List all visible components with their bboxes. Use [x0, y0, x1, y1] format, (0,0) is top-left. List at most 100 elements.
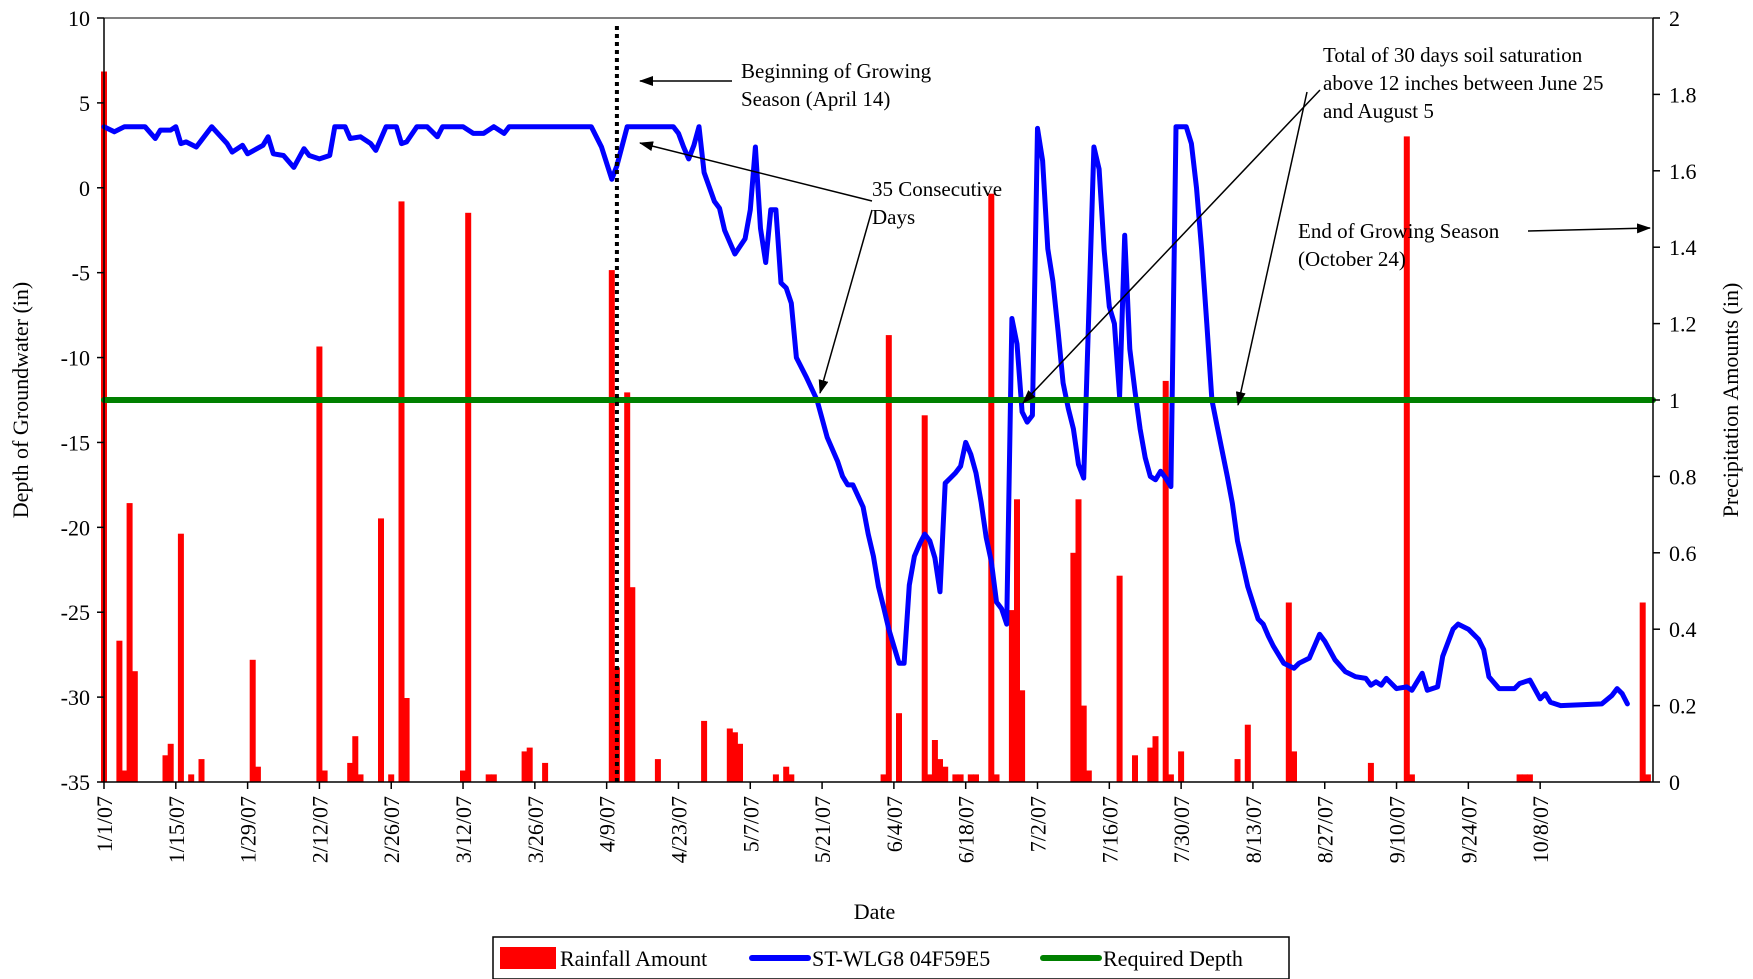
- rainfall-bar: [726, 728, 733, 782]
- y-right-tick-label: 2: [1669, 6, 1680, 31]
- x-tick-label: 4/9/07: [595, 796, 620, 852]
- legend-box: [492, 936, 1290, 979]
- saturation-annotation-line: Total of 30 days soil saturation: [1323, 43, 1583, 67]
- x-tick-label: 5/21/07: [810, 796, 835, 863]
- rainfall-bar: [701, 720, 708, 782]
- rainfall-bar: [1516, 774, 1523, 782]
- growing-season-end-annotation-line: End of Growing Season: [1298, 219, 1500, 243]
- rainfall-bar: [403, 698, 410, 782]
- rainfall-bar: [885, 335, 892, 782]
- series-lines: [101, 26, 1656, 782]
- consecutive-days-annotation-line: Days: [872, 205, 915, 229]
- rainfall-bar: [1075, 499, 1082, 782]
- rainfall-bar: [1285, 602, 1292, 782]
- axes: 10 5 0 -5 -10 -15 -20 -25 -30 -35 2 1.8 1.6 1.4 1.2 1 0.…: [8, 6, 1743, 924]
- x-tick-label: 1/29/07: [236, 796, 261, 863]
- y-right-tick-label: 0.2: [1669, 694, 1697, 719]
- y-left-tick-label: 10: [68, 6, 90, 31]
- rainfall-bar: [485, 774, 492, 782]
- x-tick-label: 7/16/07: [1097, 796, 1122, 863]
- y-left-tick-label: -10: [61, 346, 90, 371]
- legend-swatch-rainfall: [500, 947, 556, 969]
- y-left-tick-label: 0: [79, 176, 90, 201]
- rainfall-bar: [1008, 610, 1015, 782]
- rainfall-bar: [1403, 136, 1410, 782]
- x-axis-title: Date: [854, 899, 896, 924]
- y-left-tick-label: -35: [61, 770, 90, 795]
- x-tick-label: 7/2/07: [1026, 796, 1051, 852]
- rainfall-bar: [352, 736, 359, 782]
- y-left-tick-label: -20: [61, 515, 90, 540]
- y-right-tick-label: 0.4: [1669, 617, 1697, 642]
- rainfall-bar: [783, 766, 790, 782]
- x-tick-label: 8/27/07: [1313, 796, 1338, 863]
- rainfall-bar: [521, 751, 528, 782]
- rainfall-bar: [896, 713, 902, 782]
- rainfall-bar: [788, 774, 795, 782]
- rainfall-bar: [921, 415, 928, 782]
- rainfall-bar: [542, 762, 549, 782]
- rainfall-bar: [1080, 705, 1087, 782]
- saturation-annotation: Total of 30 days soil saturation above 12…: [1323, 43, 1604, 123]
- rainfall-bar: [460, 770, 466, 782]
- rainfall-bar: [1147, 747, 1154, 782]
- rainfall-bar: [973, 774, 979, 782]
- x-tick-label: 4/23/07: [666, 796, 691, 863]
- rainfall-bar: [608, 270, 615, 782]
- x-tick-label: 8/13/07: [1241, 796, 1266, 863]
- rainfall-bar: [1408, 774, 1415, 782]
- groundwater-line: [101, 124, 1630, 709]
- rainfall-bar: [357, 774, 364, 782]
- rainfall-bar: [942, 766, 949, 782]
- legend-label: Rainfall Amount: [560, 946, 707, 971]
- rainfall-bar: [526, 747, 533, 782]
- rainfall-bar: [1116, 575, 1123, 782]
- x-tick-label: 6/18/07: [954, 796, 979, 863]
- rainfall-bar: [1644, 774, 1651, 782]
- rainfall-bar: [654, 759, 661, 782]
- x-tick-label: 9/10/07: [1385, 796, 1410, 863]
- rainfall-bar: [465, 212, 472, 783]
- rainfall-bar: [629, 587, 636, 782]
- rainfall-bar: [1167, 774, 1174, 782]
- x-tick-label: 9/24/07: [1456, 796, 1481, 863]
- rainfall-bar: [1014, 499, 1020, 782]
- rainfall-bar: [880, 774, 887, 782]
- rainfall-bar: [926, 774, 933, 782]
- rainfall-bar: [378, 518, 384, 782]
- x-tick-label: 3/12/07: [451, 796, 476, 863]
- rainfall-bar: [1291, 751, 1297, 782]
- x-tick-label: 10/8/07: [1528, 796, 1553, 863]
- consecutive-days-arrow-top: [639, 141, 873, 202]
- rainfall-bar: [967, 774, 974, 782]
- y-right-tick-label: 1.2: [1669, 312, 1697, 337]
- growing-season-begin-annotation: Beginning of Growing Season (April 14): [741, 59, 932, 111]
- saturation-arrow-right: [1235, 91, 1308, 406]
- y-right-tick-label: 1: [1669, 388, 1680, 413]
- legend-label: Required Depth: [1103, 946, 1243, 971]
- rainfall-bar: [772, 774, 779, 782]
- rainfall-bar: [316, 346, 323, 782]
- saturation-annotation-line: above 12 inches between June 25: [1323, 71, 1604, 95]
- x-tick-label: 2/12/07: [307, 796, 332, 863]
- rainfall-bar: [126, 503, 133, 782]
- saturation-annotation-line: and August 5: [1323, 99, 1434, 123]
- growing-season-begin-annotation-line: Beginning of Growing: [741, 59, 932, 83]
- x-tick-label: 5/7/07: [738, 796, 763, 852]
- rainfall-bar: [988, 193, 995, 782]
- rainfall-bar: [1244, 724, 1251, 782]
- y-right-tick-label: 0.8: [1669, 464, 1697, 489]
- rainfall-bar: [490, 774, 497, 782]
- rainfall-bar: [737, 743, 743, 782]
- y-left-tick-label: -5: [72, 261, 90, 286]
- legend: Rainfall Amount ST-WLG8 04F59E5 Required D…: [492, 936, 1290, 979]
- y-right-tick-label: 1.6: [1669, 159, 1697, 184]
- rainfall-bar: [1521, 774, 1528, 782]
- rainfall-bar: [188, 774, 195, 782]
- y-right-tick-label: 1.8: [1669, 82, 1697, 107]
- rainfall-bar: [952, 774, 959, 782]
- rainfall-bar: [1019, 690, 1026, 782]
- rainfall-bar: [1526, 774, 1533, 782]
- rainfall-bar: [398, 201, 405, 782]
